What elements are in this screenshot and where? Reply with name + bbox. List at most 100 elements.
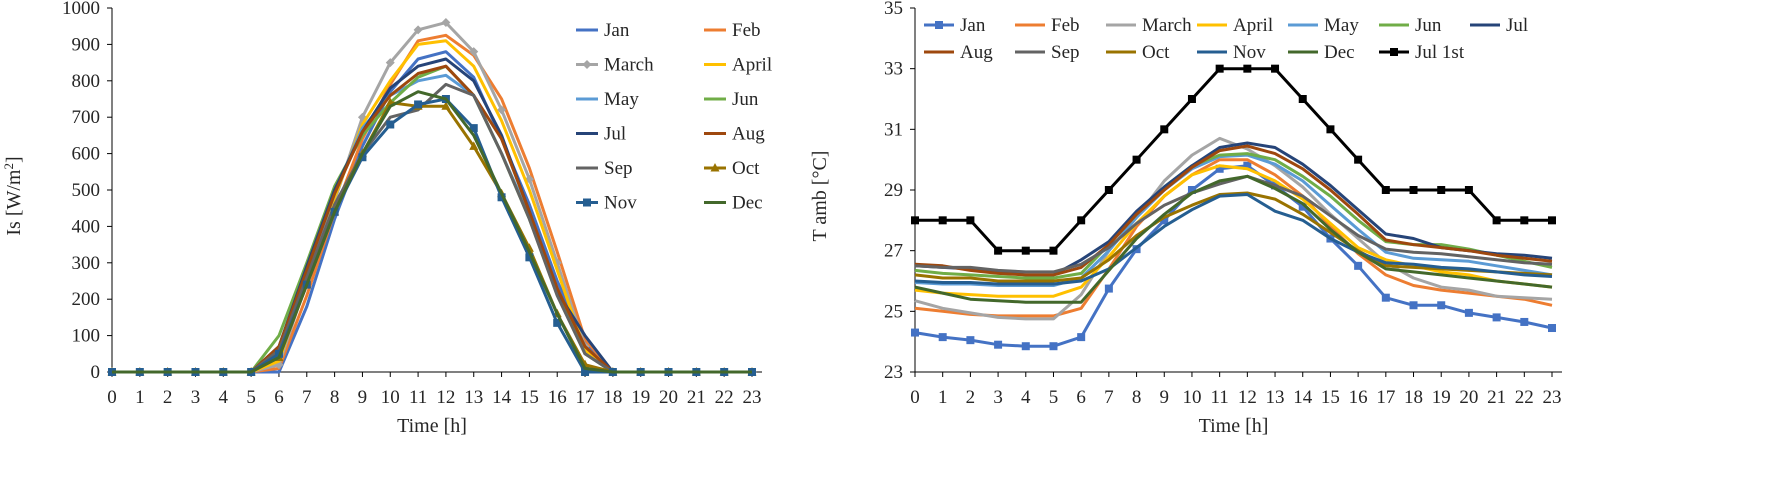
y-tick-label: 23 <box>884 362 903 383</box>
data-point <box>1437 186 1446 194</box>
data-point <box>358 153 367 162</box>
legend-item: Jun <box>704 89 759 110</box>
series-line <box>914 164 1553 298</box>
data-point <box>1381 186 1390 194</box>
data-point <box>1077 333 1086 342</box>
y-tick-label: 29 <box>884 180 903 201</box>
data-point <box>1548 324 1556 333</box>
data-point <box>469 124 478 133</box>
series-aug <box>112 64 752 374</box>
x-tick-label: 3 <box>191 387 201 408</box>
x-axis-label: Time [h] <box>1199 415 1269 437</box>
legend-label: April <box>1233 15 1273 36</box>
legend-item: Jul 1st <box>1379 42 1465 63</box>
legend-label: Nov <box>1233 42 1266 63</box>
legend-label: Jul <box>1506 15 1528 36</box>
series-oct <box>107 97 757 376</box>
data-point <box>1160 125 1169 134</box>
series-line <box>112 90 752 374</box>
data-point <box>911 328 919 337</box>
data-point <box>1437 301 1446 310</box>
x-tick-label: 6 <box>274 387 284 408</box>
y-tick-label: 100 <box>72 326 101 347</box>
legend-item: March <box>1106 15 1192 36</box>
y-tick-label: 700 <box>72 107 101 128</box>
x-tick-label: 20 <box>659 387 678 408</box>
x-tick-label: 18 <box>603 387 622 408</box>
legend-marker <box>582 60 592 69</box>
legend-item: Oct <box>1106 42 1170 63</box>
x-tick-label: 17 <box>576 387 595 408</box>
series-line <box>112 39 752 374</box>
legend-marker <box>1390 48 1398 56</box>
data-point <box>1354 155 1363 164</box>
y-tick-label: 500 <box>72 180 101 201</box>
legend-item: Jul <box>576 124 626 145</box>
series-jul-1st <box>911 64 1556 255</box>
legend-label: Aug <box>960 42 993 63</box>
legend-marker <box>935 21 943 29</box>
data-point <box>1187 95 1196 103</box>
data-point <box>469 141 479 150</box>
series-line <box>112 64 752 374</box>
data-point <box>911 216 919 225</box>
y-tick-label: 400 <box>72 216 101 237</box>
data-point <box>966 336 975 345</box>
x-tick-label: 8 <box>1132 387 1142 408</box>
x-tick-label: 8 <box>330 387 340 408</box>
y-tick-label: 200 <box>72 289 101 310</box>
x-tick-label: 0 <box>107 387 117 408</box>
x-tick-label: 23 <box>743 387 762 408</box>
legend-label: Jul 1st <box>1415 42 1465 63</box>
data-point <box>1215 64 1224 73</box>
series-may <box>914 153 1553 287</box>
data-point <box>1464 308 1473 317</box>
data-point <box>553 318 562 327</box>
series-dec <box>112 90 752 374</box>
x-tick-label: 4 <box>219 387 229 408</box>
data-point <box>1243 161 1252 170</box>
series-dec <box>914 174 1553 304</box>
legend-item: Jun <box>1379 15 1442 36</box>
data-point <box>1077 216 1086 225</box>
series-line <box>112 50 752 374</box>
data-point <box>441 18 451 28</box>
series-jun <box>112 64 752 374</box>
series-sep <box>112 82 752 374</box>
data-point <box>1021 246 1030 255</box>
data-point <box>414 100 423 109</box>
x-tick-label: 11 <box>409 387 427 408</box>
legend-item: Jan <box>924 15 986 36</box>
legend-item: May <box>1288 15 1359 36</box>
series-feb <box>112 33 752 374</box>
x-tick-label: 15 <box>520 387 539 408</box>
legend-marker <box>583 198 591 207</box>
x-tick-label: 10 <box>381 387 400 408</box>
x-tick-label: 6 <box>1076 387 1086 408</box>
x-tick-label: 18 <box>1404 387 1423 408</box>
data-point <box>441 101 451 110</box>
series-line <box>112 33 752 374</box>
x-tick-label: 1 <box>135 387 145 408</box>
data-point <box>1132 155 1141 164</box>
data-point <box>1520 216 1529 225</box>
data-point <box>1354 261 1363 270</box>
y-tick-label: 25 <box>884 301 903 322</box>
data-point <box>938 216 947 225</box>
legend-item: April <box>704 55 772 76</box>
data-point <box>581 368 590 376</box>
legend-item: March <box>576 55 654 76</box>
data-point <box>1298 95 1307 103</box>
legend-item: Aug <box>704 124 765 145</box>
legend: Jan Feb March April May Jun Jul Aug Sep Oct Nov Dec… <box>924 15 1528 63</box>
legend-label: Sep <box>1051 42 1080 63</box>
data-point <box>1520 317 1529 326</box>
legend-label: March <box>1142 15 1192 36</box>
legend-item: Feb <box>704 20 761 41</box>
y-tick-label: 0 <box>91 362 101 383</box>
series-april <box>112 39 752 374</box>
y-tick-label: 300 <box>72 253 101 274</box>
x-tick-label: 5 <box>1049 387 1059 408</box>
